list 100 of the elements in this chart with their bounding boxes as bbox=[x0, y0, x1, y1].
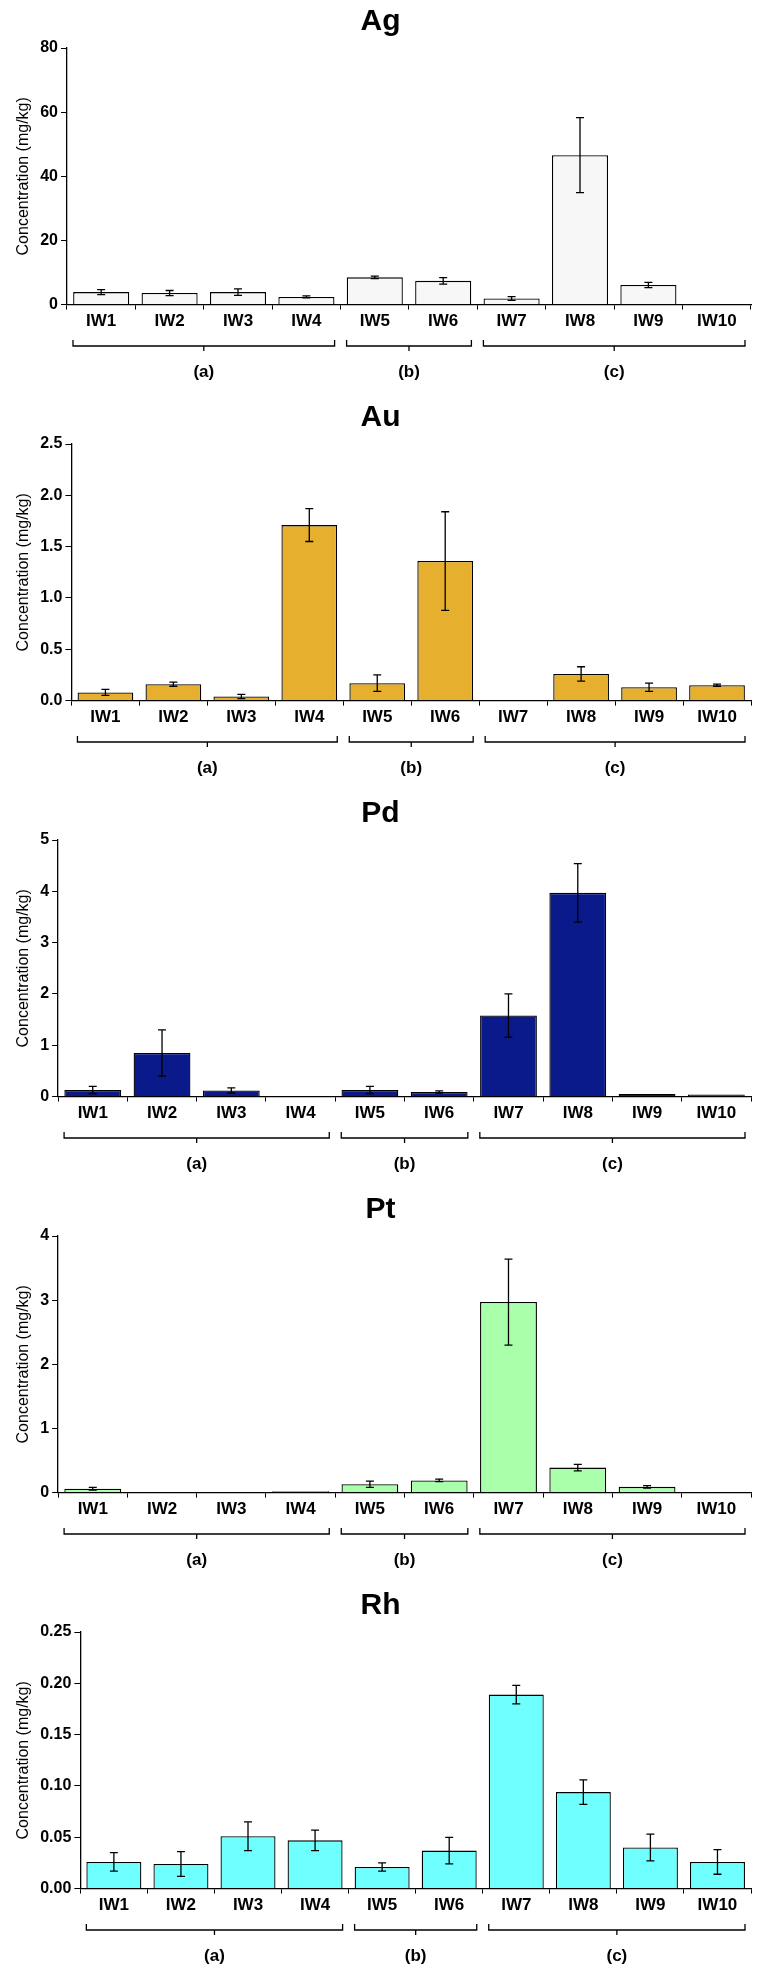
x-tick-label: IW10 bbox=[696, 1499, 737, 1519]
y-tick-label: 2.5 bbox=[40, 434, 63, 452]
x-tick-label: IW7 bbox=[493, 1499, 524, 1519]
chart-title: Ag bbox=[360, 3, 401, 37]
x-tick-label: IW1 bbox=[90, 707, 121, 727]
y-tick-label: 0.00 bbox=[40, 1879, 72, 1897]
chart-title: Au bbox=[360, 399, 401, 433]
y-tick-label: 2.0 bbox=[40, 485, 63, 503]
x-tick-label: IW1 bbox=[77, 1103, 108, 1123]
text: (a) bbox=[186, 1550, 208, 1570]
x-tick-label: IW9 bbox=[631, 1103, 663, 1123]
x-tick-label: IW7 bbox=[496, 311, 527, 331]
x-tick-label: IW1 bbox=[98, 1895, 129, 1915]
y-tick-label: 0.5 bbox=[40, 639, 63, 657]
y-tick-label: 2 bbox=[40, 1354, 50, 1372]
x-tick-label: IW7 bbox=[501, 1895, 532, 1915]
x-tick-label: IW4 bbox=[294, 707, 325, 727]
chart-title: Pt bbox=[365, 1191, 396, 1225]
x-tick-label: IW9 bbox=[635, 1895, 666, 1915]
x-tick-label: IW3 bbox=[226, 707, 257, 727]
y-tick-label: 0.05 bbox=[40, 1827, 72, 1845]
text: (b) bbox=[404, 1946, 427, 1966]
y-tick-label: 1.0 bbox=[40, 588, 63, 606]
x-tick-label: IW8 bbox=[564, 311, 596, 331]
x-tick-label: IW6 bbox=[428, 311, 459, 331]
x-tick-label: IW2 bbox=[146, 1103, 178, 1123]
x-tick-label: IW5 bbox=[367, 1895, 398, 1915]
y-tick-label: 1 bbox=[40, 1418, 50, 1436]
y-axis-title: Concentration (mg/kg) bbox=[14, 97, 32, 256]
x-tick-label: IW9 bbox=[633, 311, 664, 331]
y-axis-title: Concentration (mg/kg) bbox=[14, 1681, 32, 1840]
x-tick-label: IW5 bbox=[359, 311, 390, 331]
y-tick-label: 0 bbox=[49, 295, 59, 313]
y-tick-label: 2 bbox=[40, 984, 50, 1002]
y-tick-label: 40 bbox=[40, 166, 59, 184]
text: (b) bbox=[400, 758, 423, 778]
chart-title: Pd bbox=[361, 795, 400, 829]
x-tick-label: IW2 bbox=[146, 1499, 178, 1519]
x-tick-label: IW6 bbox=[424, 1103, 455, 1123]
text: (a) bbox=[204, 1946, 225, 1966]
x-tick-label: IW8 bbox=[565, 707, 597, 727]
y-tick-label: 0.25 bbox=[40, 1622, 72, 1640]
text: (c) bbox=[603, 362, 625, 382]
text: (a) bbox=[186, 1154, 208, 1174]
y-tick-label: 3 bbox=[40, 1290, 50, 1308]
x-tick-label: IW5 bbox=[354, 1103, 386, 1123]
x-tick-label: IW7 bbox=[498, 707, 529, 727]
x-tick-label: IW4 bbox=[285, 1499, 317, 1519]
y-tick-label: 0.15 bbox=[40, 1725, 72, 1743]
x-tick-label: IW8 bbox=[568, 1895, 599, 1915]
x-tick-label: IW6 bbox=[424, 1499, 455, 1519]
y-axis-title: Concentration (mg/kg) bbox=[14, 1285, 32, 1444]
x-tick-label: IW6 bbox=[434, 1895, 465, 1915]
x-tick-label: IW10 bbox=[697, 1895, 738, 1915]
y-axis-title: Concentration (mg/kg) bbox=[14, 889, 32, 1048]
text: (c) bbox=[602, 1550, 623, 1570]
x-tick-label: IW1 bbox=[86, 311, 117, 331]
y-tick-label: 1.5 bbox=[40, 537, 63, 555]
y-tick-label: 80 bbox=[40, 38, 59, 56]
y-tick-label: 5 bbox=[40, 830, 50, 848]
y-tick-label: 0.0 bbox=[40, 691, 63, 709]
x-tick-label: IW10 bbox=[697, 707, 737, 727]
y-tick-label: 0.20 bbox=[40, 1673, 72, 1691]
x-tick-label: IW2 bbox=[158, 707, 189, 727]
y-tick-label: 4 bbox=[40, 881, 50, 899]
x-tick-label: IW9 bbox=[633, 707, 665, 727]
text: (a) bbox=[196, 758, 218, 778]
y-tick-label: 0 bbox=[40, 1087, 50, 1105]
text: (c) bbox=[606, 1946, 628, 1966]
y-tick-label: 4 bbox=[40, 1226, 50, 1244]
x-tick-label: IW8 bbox=[562, 1499, 593, 1519]
x-tick-label: IW4 bbox=[291, 311, 323, 331]
x-tick-label: IW6 bbox=[430, 707, 461, 727]
y-tick-label: 20 bbox=[40, 230, 59, 248]
x-tick-label: IW10 bbox=[696, 1103, 737, 1123]
y-tick-label: 0 bbox=[40, 1483, 50, 1501]
x-tick-label: IW9 bbox=[631, 1499, 663, 1519]
text: (b) bbox=[398, 362, 420, 382]
x-tick-label: IW4 bbox=[299, 1895, 331, 1915]
x-tick-label: IW3 bbox=[232, 1895, 264, 1915]
y-tick-label: 3 bbox=[40, 933, 50, 951]
y-tick-label: 0.10 bbox=[40, 1776, 72, 1794]
text: (b) bbox=[393, 1550, 416, 1570]
text: (a) bbox=[193, 362, 215, 382]
chart-title: Rh bbox=[360, 1587, 401, 1621]
x-tick-label: IW2 bbox=[154, 311, 185, 331]
y-tick-label: 1 bbox=[40, 1035, 50, 1053]
text: (c) bbox=[604, 758, 626, 778]
x-tick-label: IW3 bbox=[216, 1103, 247, 1123]
x-tick-label: IW3 bbox=[222, 311, 254, 331]
x-tick-label: IW3 bbox=[216, 1499, 247, 1519]
x-tick-label: IW5 bbox=[362, 707, 393, 727]
x-tick-label: IW5 bbox=[354, 1499, 386, 1519]
x-tick-label: IW2 bbox=[165, 1895, 197, 1915]
y-tick-label: 60 bbox=[40, 102, 59, 120]
x-tick-label: IW4 bbox=[285, 1103, 317, 1123]
text: (b) bbox=[393, 1154, 416, 1174]
x-tick-label: IW7 bbox=[493, 1103, 524, 1123]
text: (c) bbox=[602, 1154, 623, 1174]
y-axis-title: Concentration (mg/kg) bbox=[14, 493, 32, 652]
